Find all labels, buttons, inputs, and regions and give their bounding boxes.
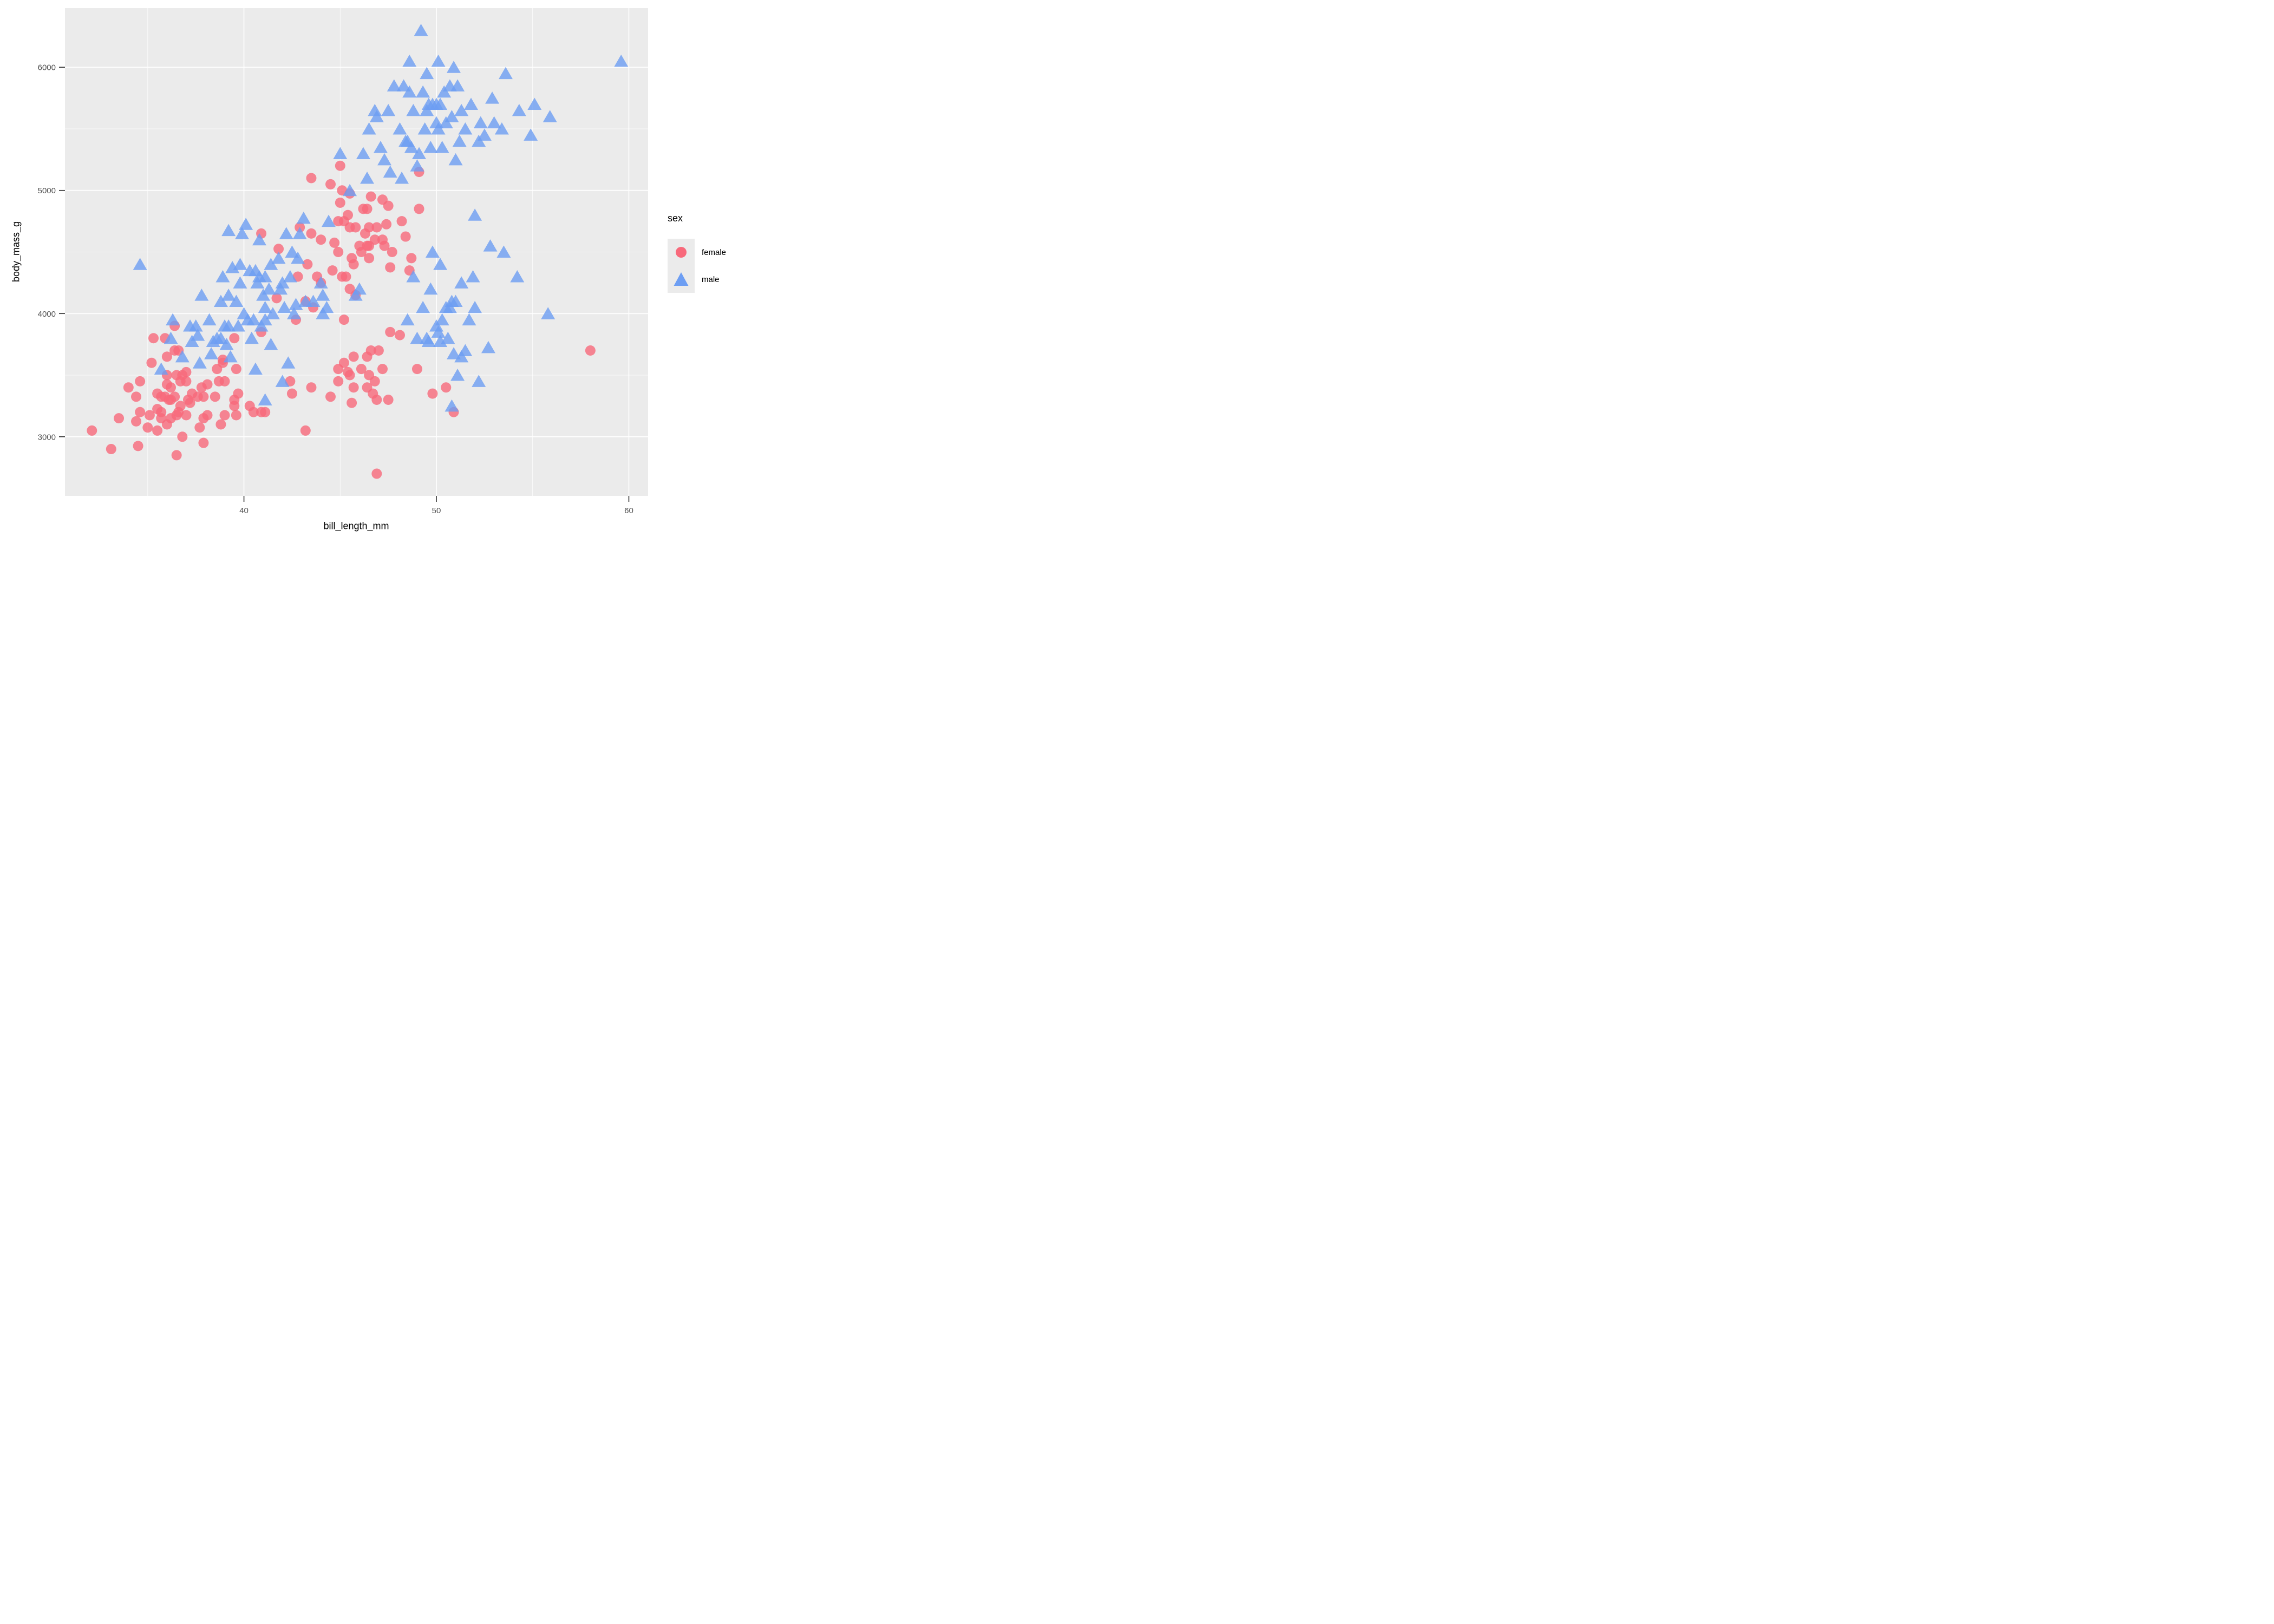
y-axis-title: body_mass_g xyxy=(10,221,22,283)
legend-key-male xyxy=(668,266,695,293)
x-tick-label: 50 xyxy=(432,506,441,515)
y-tick-label: 6000 xyxy=(38,63,56,73)
scatter-plot-figure: 40 50 60 3000 4000 5000 6000 bill_length_mm bo… xyxy=(0,0,758,541)
legend-label-female: female xyxy=(702,247,727,257)
y-tick-label: 3000 xyxy=(38,433,56,442)
female-circle-icon xyxy=(676,247,687,258)
legend-label-male: male xyxy=(702,274,720,284)
x-tick-label: 40 xyxy=(239,506,249,515)
y-tick-label: 4000 xyxy=(38,310,56,319)
y-tick-label: 5000 xyxy=(38,186,56,195)
legend-key-female xyxy=(668,239,695,266)
male-triangle-icon xyxy=(674,272,689,286)
legend-item-male: male xyxy=(668,266,720,293)
legend-title: sex xyxy=(668,213,683,224)
x-tick-label: 60 xyxy=(624,506,633,515)
legend-item-female: female xyxy=(668,239,726,266)
x-axis-title: bill_length_mm xyxy=(323,520,389,532)
plot-panel xyxy=(65,8,648,496)
